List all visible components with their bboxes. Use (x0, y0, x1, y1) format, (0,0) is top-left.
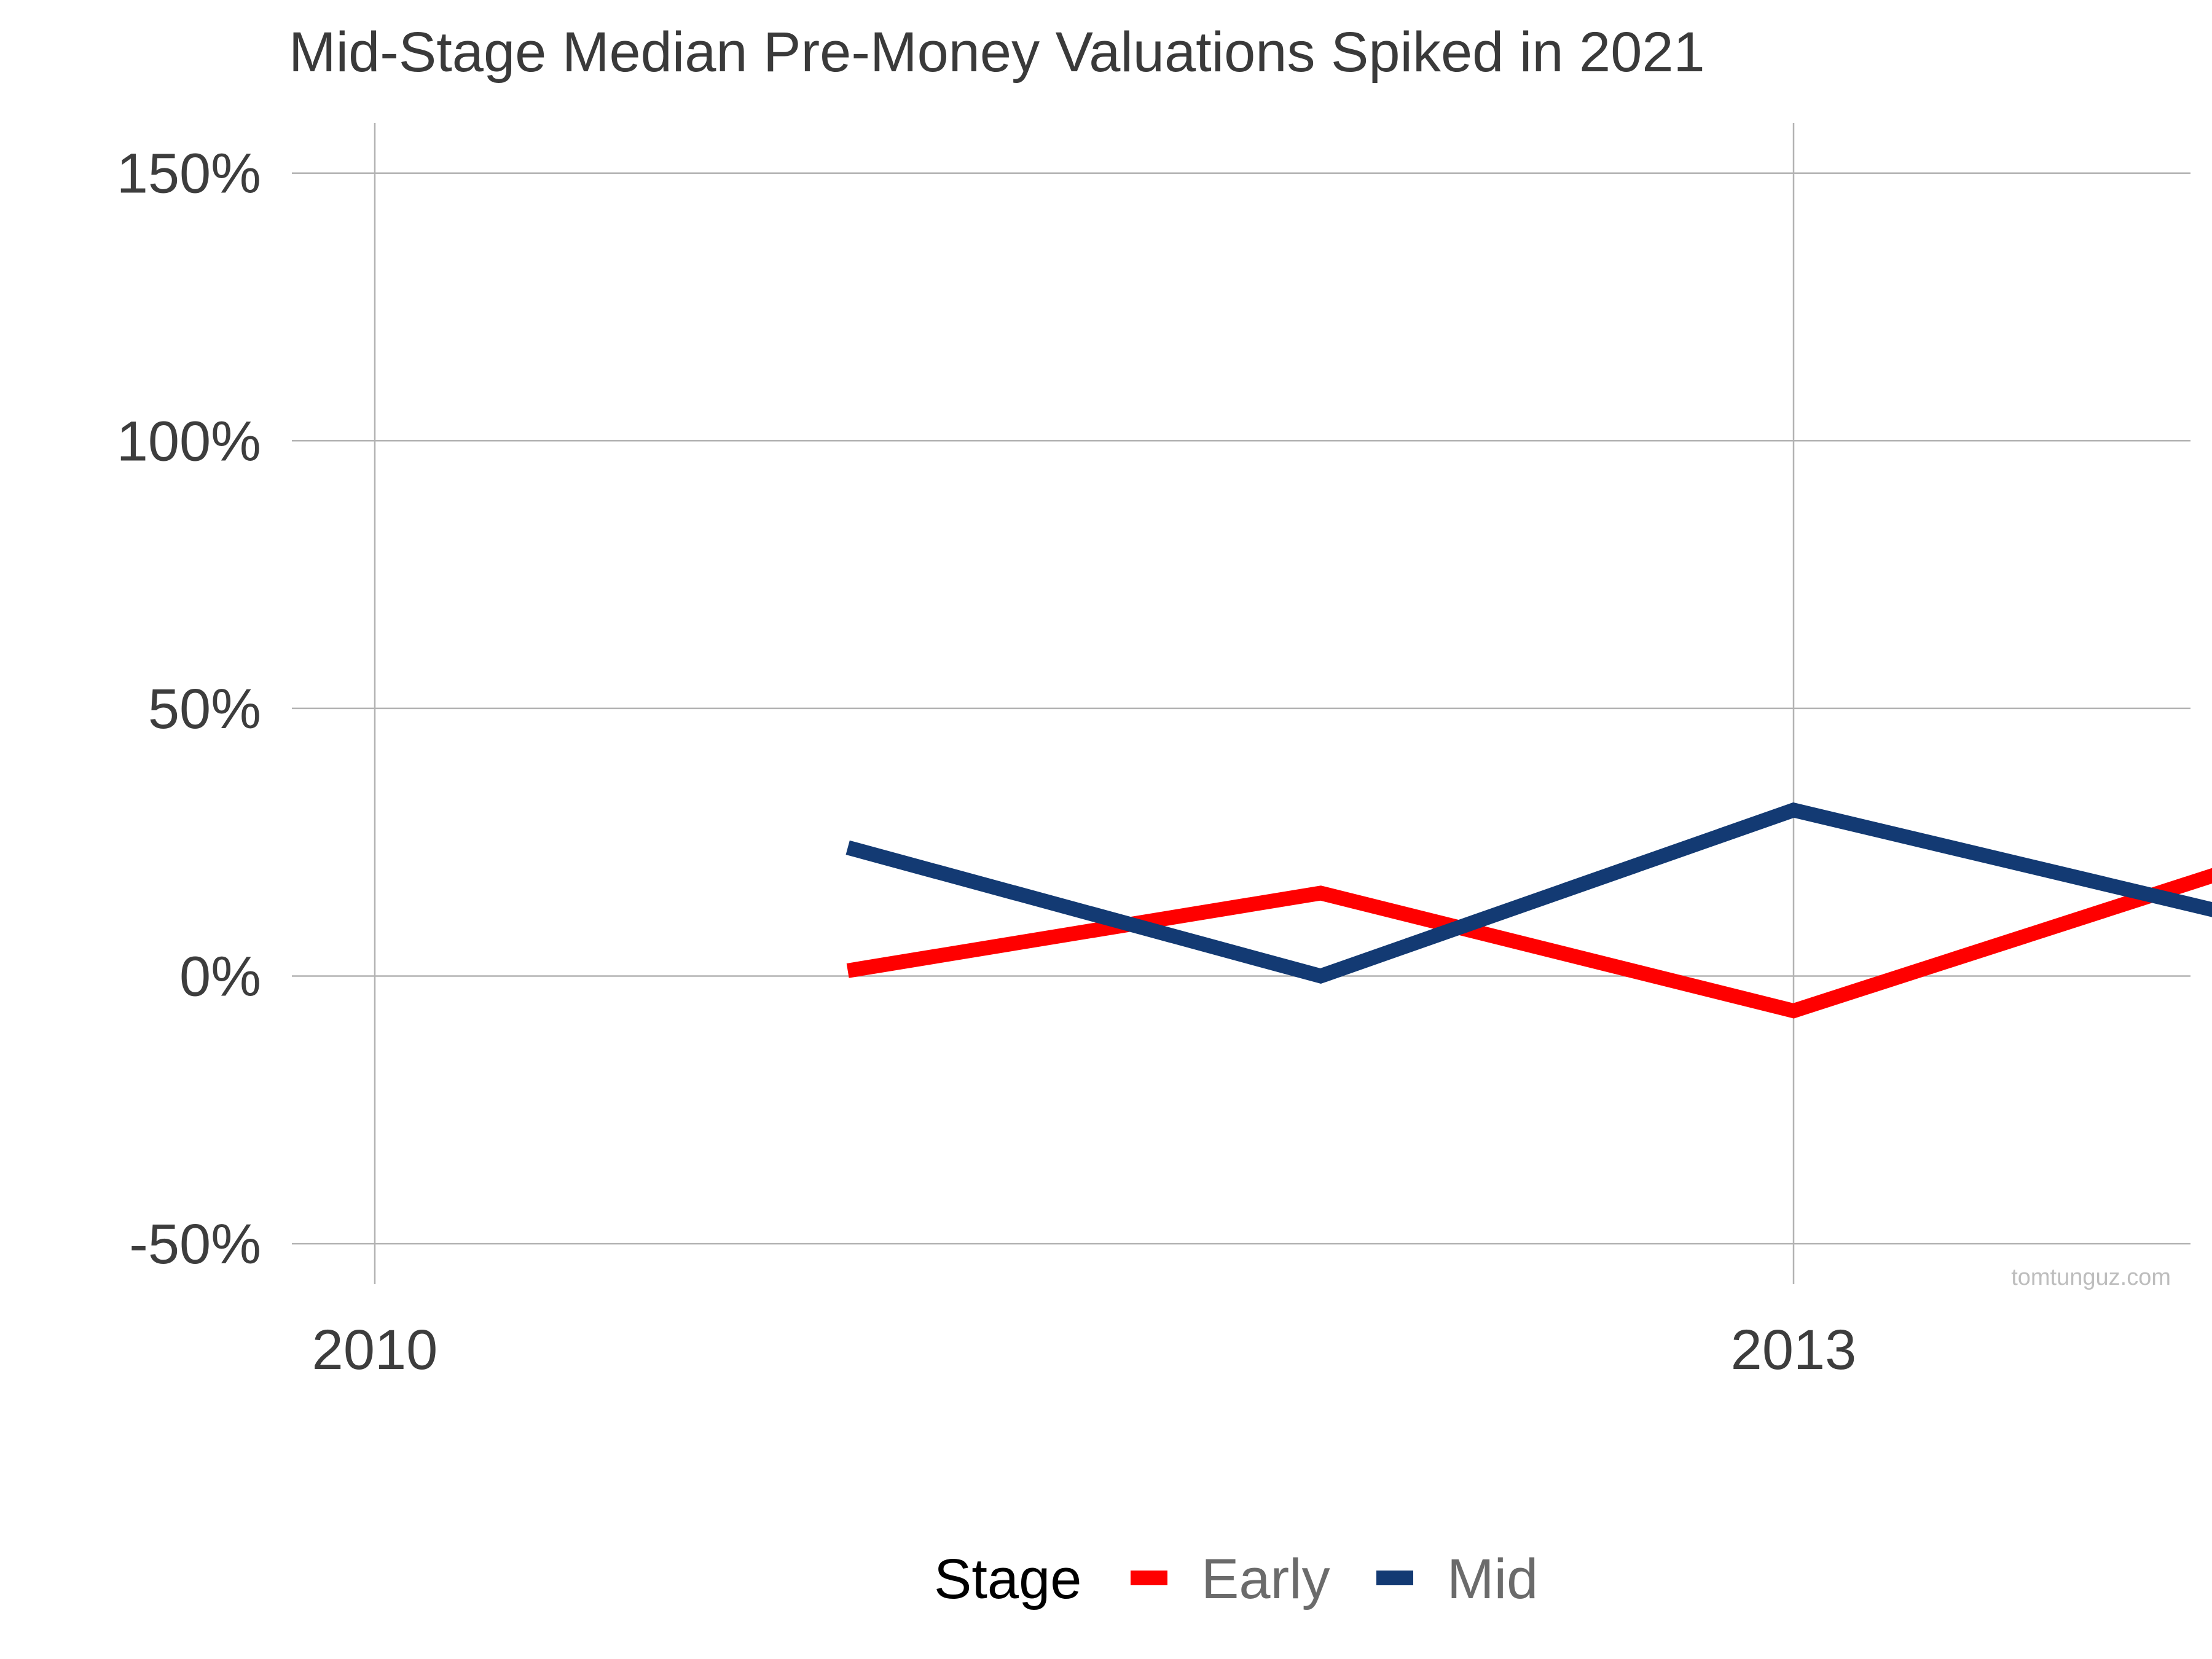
y-tick-label: 0% (179, 946, 261, 1008)
y-tick-label: 150% (117, 143, 261, 205)
y-tick-label: 50% (148, 678, 261, 740)
x-tick-label: 2010 (312, 1319, 438, 1381)
chart-title: Mid-Stage Median Pre-Money Valuations Sp… (289, 21, 1705, 84)
x-tick-label: 2013 (1731, 1319, 1857, 1381)
legend-label-mid: Mid (1447, 1548, 1538, 1610)
y-axis: -50% 0% 50% 100% 150% (117, 143, 261, 1276)
legend-key-early (1131, 1571, 1167, 1585)
grid (292, 123, 2190, 1284)
series-line-early (846, 868, 2212, 1019)
x-axis: 2010201320162019 (312, 1319, 1857, 1381)
legend-label-early: Early (1201, 1548, 1330, 1610)
y-tick-label: 100% (117, 410, 261, 473)
legend-key-mid (1376, 1571, 1413, 1585)
series-lines (845, 802, 2212, 1019)
series-line-mid (845, 802, 2212, 984)
legend-title: Stage (934, 1548, 1081, 1610)
watermark-text: tomtunguz.com (2011, 1265, 2171, 1290)
legend: Stage Early Mid (934, 1548, 1538, 1610)
y-tick-label: -50% (129, 1213, 261, 1276)
